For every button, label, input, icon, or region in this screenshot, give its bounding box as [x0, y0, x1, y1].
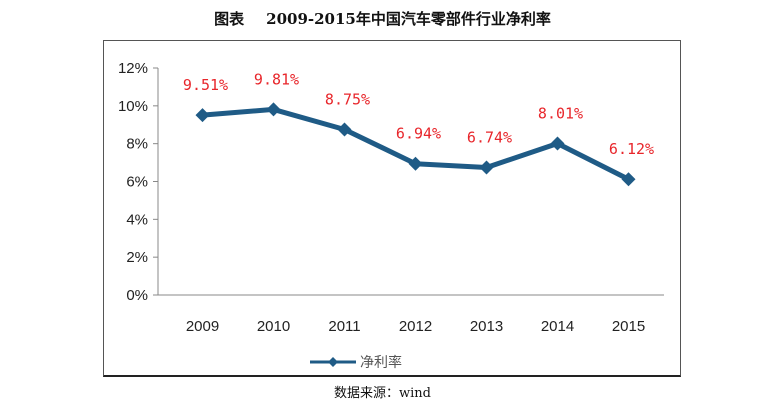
data-label: 8.01%	[538, 104, 583, 122]
source-note: 数据来源：wind	[0, 382, 765, 401]
x-tick-label: 2013	[470, 318, 503, 335]
data-point	[408, 156, 423, 171]
x-tick-label: 2009	[186, 318, 219, 335]
data-point	[337, 122, 352, 137]
data-point	[550, 136, 565, 151]
title-text: 2009-2015年中国汽车零部件行业净利率	[266, 10, 551, 28]
legend-marker	[328, 357, 338, 367]
y-tick-label: 12%	[118, 60, 148, 77]
x-tick-label: 2011	[328, 318, 360, 335]
legend-label: 净利率	[360, 354, 402, 371]
y-tick-label: 4%	[126, 211, 148, 228]
y-tick-label: 0%	[126, 287, 148, 304]
x-tick-label: 2014	[541, 318, 574, 335]
data-point	[479, 160, 494, 175]
y-tick-label: 10%	[118, 98, 148, 115]
data-point	[621, 172, 636, 187]
x-tick-label: 2015	[612, 318, 645, 335]
data-point	[195, 108, 210, 123]
y-tick-label: 6%	[126, 174, 148, 191]
title-prefix: 图表	[214, 10, 245, 28]
data-label: 6.12%	[609, 140, 654, 158]
data-label: 6.74%	[467, 129, 512, 147]
y-tick-label: 8%	[126, 136, 148, 153]
data-label: 9.81%	[254, 70, 299, 88]
data-label: 9.51%	[183, 76, 228, 94]
data-label: 6.94%	[396, 125, 441, 143]
source-value: wind	[399, 386, 431, 401]
chart-title: 图表 2009-2015年中国汽车零部件行业净利率	[0, 8, 765, 29]
y-tick-label: 2%	[126, 249, 148, 266]
source-label: 数据来源：	[334, 386, 400, 401]
data-label: 8.75%	[325, 90, 370, 108]
x-tick-label: 2012	[399, 318, 432, 335]
x-tick-label: 2010	[257, 318, 290, 335]
data-point	[266, 102, 281, 117]
chart-frame	[103, 40, 681, 377]
